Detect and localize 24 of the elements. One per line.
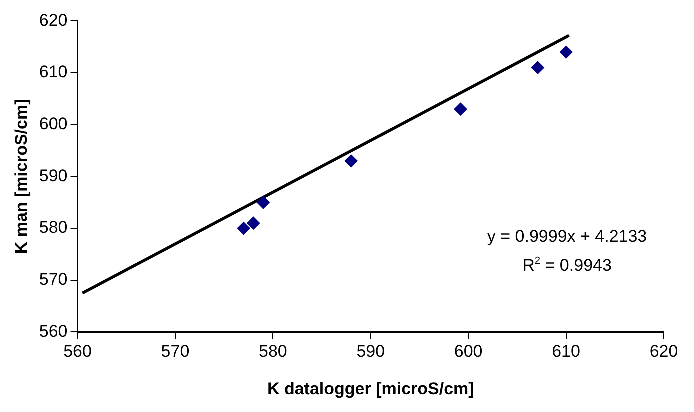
point xyxy=(237,222,250,236)
x-tick-label: 620 xyxy=(650,342,678,362)
x-tick-label: 600 xyxy=(454,342,483,362)
y-axis-title: K man [microS/cm] xyxy=(12,99,31,254)
point xyxy=(531,61,544,74)
x-tick-label: 610 xyxy=(552,342,580,362)
point xyxy=(560,46,573,59)
y-tick-label: 620 xyxy=(39,10,68,30)
point xyxy=(247,216,260,230)
y-tick-label: 560 xyxy=(39,322,68,341)
y-tick-label: 600 xyxy=(39,114,68,134)
y-tick-label: 590 xyxy=(39,166,68,186)
x-tick-label: 580 xyxy=(258,342,288,362)
x-tick-label: 590 xyxy=(356,342,386,362)
x-tick-label: 560 xyxy=(64,342,92,362)
x-axis-title: K datalogger [microS/cm] xyxy=(267,379,474,398)
point xyxy=(256,196,270,210)
y-tick-label: 580 xyxy=(39,218,68,238)
annotation: y = 0.9999x + 4.2133 xyxy=(487,227,648,246)
x-tick-label: 570 xyxy=(161,342,190,362)
y-tick-label: 570 xyxy=(39,270,68,290)
point xyxy=(344,154,358,168)
y-tick-label: 610 xyxy=(39,62,68,82)
point xyxy=(454,102,468,116)
